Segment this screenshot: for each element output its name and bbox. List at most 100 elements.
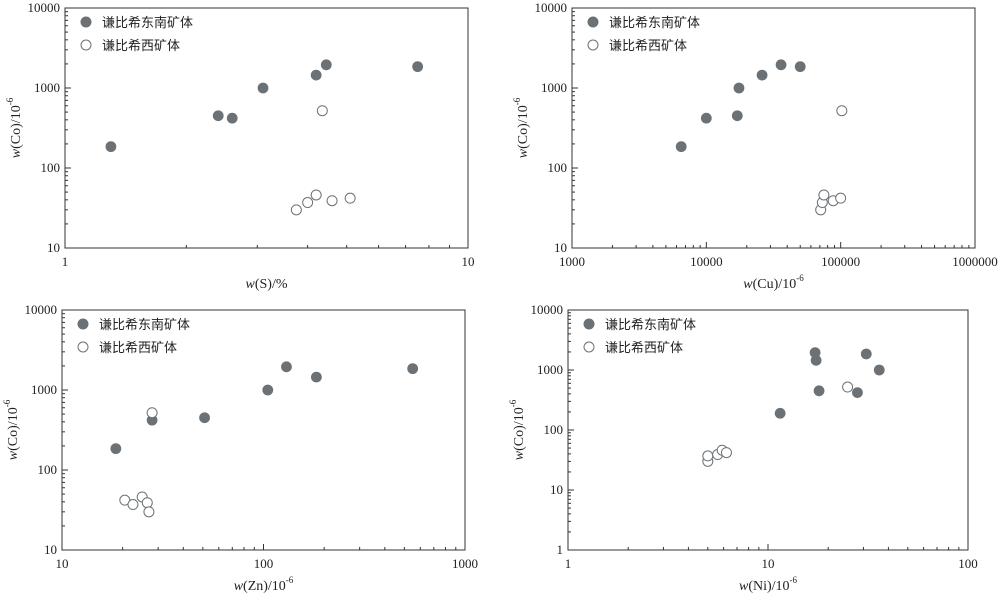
legend-label: 谦比希西矿体 <box>609 39 687 54</box>
y-axis-label: w(Co)/10-6 <box>508 399 527 460</box>
y-tick-label: 100 <box>38 462 58 477</box>
data-point-southeast-orebody <box>756 69 768 81</box>
x-tick-label: 1 <box>565 556 572 571</box>
data-point-west-orebody <box>310 189 322 201</box>
data-point-southeast-orebody <box>810 354 822 366</box>
legend-label: 谦比希西矿体 <box>102 39 180 54</box>
data-point-southeast-orebody <box>794 61 806 73</box>
data-point-southeast-orebody <box>407 363 419 375</box>
y-tick-label: 100 <box>548 160 568 175</box>
data-point-west-orebody <box>146 407 158 419</box>
data-point-west-orebody <box>143 506 155 518</box>
x-tick-label: 1 <box>62 254 69 269</box>
data-point-west-orebody <box>326 195 338 207</box>
legend-marker <box>587 16 599 28</box>
data-point-southeast-orebody <box>212 110 224 122</box>
legend-marker <box>77 341 89 353</box>
data-point-west-orebody <box>316 105 328 117</box>
data-point-southeast-orebody <box>257 82 269 94</box>
data-point-west-orebody <box>835 192 847 204</box>
chart-panel-2: 1000 10000 100000 1000000 10 100 1000 10000 w(Cu… <box>512 0 998 292</box>
x-tick-label: 100 <box>254 556 274 571</box>
data-point-southeast-orebody <box>105 141 117 153</box>
data-point-west-orebody <box>141 497 153 509</box>
y-axis-label: w(Co)/10-6 <box>5 97 24 158</box>
chart-panel-1: 1 1010100100010000w(S)/%w(Co)/10-6谦比希东南矿体… <box>5 0 475 292</box>
plot-frame <box>64 7 469 249</box>
y-tick-label: 10 <box>47 240 60 255</box>
y-tick-label: 10 <box>554 240 567 255</box>
y-axis-label: w(Co)/10-6 <box>2 399 21 460</box>
x-tick-label: 10000 <box>690 254 723 269</box>
x-tick-label: 10 <box>56 556 69 571</box>
y-tick-label: 10000 <box>531 302 564 317</box>
data-point-southeast-orebody <box>860 348 872 360</box>
data-point-southeast-orebody <box>110 443 122 455</box>
chart-panel-4: 1 10 100 1 10 100 1000 10000 w(Ni)/10-6 w(Co)/10-… <box>508 302 978 594</box>
chart-panel-3: 10 100 1000 10 100 1000 10000 w(Zn)/10-6 w(Co)/1… <box>2 302 478 594</box>
legend-marker <box>583 341 595 353</box>
legend-label: 谦比希东南矿体 <box>605 317 696 333</box>
y-tick-label: 1000 <box>31 382 57 397</box>
data-point-west-orebody <box>720 447 732 459</box>
data-point-west-orebody <box>290 204 302 216</box>
x-tick-label: 1000 <box>452 556 478 571</box>
data-point-southeast-orebody <box>320 59 332 71</box>
legend-marker <box>587 39 599 51</box>
data-point-southeast-orebody <box>774 407 786 419</box>
x-tick-label: 10 <box>462 254 475 269</box>
data-point-southeast-orebody <box>675 141 687 153</box>
data-point-west-orebody <box>127 499 139 511</box>
x-tick-label: 1000 <box>559 254 585 269</box>
y-tick-label: 100 <box>41 160 61 175</box>
data-point-southeast-orebody <box>226 112 238 124</box>
x-axis-label: w(Zn)/10-6 <box>234 575 294 594</box>
data-point-southeast-orebody <box>700 112 712 124</box>
data-point-southeast-orebody <box>262 384 274 396</box>
x-axis-label: w(S)/% <box>245 277 287 292</box>
y-tick-label: 1000 <box>34 80 60 95</box>
x-axis-label: w(Cu)/10-6 <box>743 273 804 292</box>
y-tick-label: 100 <box>544 422 564 437</box>
legend-label: 谦比希西矿体 <box>99 341 177 356</box>
y-tick-label: 10000 <box>535 0 568 15</box>
x-tick-label: 100 <box>958 556 978 571</box>
y-tick-label: 10000 <box>25 302 58 317</box>
x-tick-label: 100000 <box>821 254 860 269</box>
legend-marker <box>80 16 92 28</box>
y-tick-label: 1000 <box>541 80 567 95</box>
legend-marker <box>80 39 92 51</box>
data-point-west-orebody <box>836 105 848 117</box>
data-point-southeast-orebody <box>310 371 322 383</box>
data-point-southeast-orebody <box>733 82 745 94</box>
data-point-southeast-orebody <box>852 387 863 399</box>
data-point-west-orebody <box>818 189 830 201</box>
data-point-southeast-orebody <box>199 412 210 424</box>
y-tick-label: 10 <box>44 542 57 557</box>
data-point-west-orebody <box>842 381 854 393</box>
legend-marker <box>583 318 595 330</box>
data-point-west-orebody <box>302 197 314 209</box>
data-point-west-orebody <box>344 192 356 204</box>
legend-label: 谦比希西矿体 <box>605 341 683 356</box>
data-point-southeast-orebody <box>412 61 424 73</box>
legend-label: 谦比希东南矿体 <box>609 15 700 31</box>
x-tick-label: 10 <box>762 556 775 571</box>
data-point-southeast-orebody <box>873 364 885 376</box>
y-tick-label: 10 <box>550 482 563 497</box>
plot-frame <box>571 7 976 249</box>
data-point-west-orebody <box>702 450 714 462</box>
legend-label: 谦比希东南矿体 <box>99 317 190 333</box>
y-axis-label: w(Co)/10-6 <box>512 97 531 158</box>
y-tick-label: 1000 <box>537 362 563 377</box>
data-point-southeast-orebody <box>310 69 322 81</box>
x-axis-label: w(Ni)/10-6 <box>739 575 798 594</box>
data-point-southeast-orebody <box>731 110 743 122</box>
y-tick-label: 1 <box>557 542 564 557</box>
data-point-southeast-orebody <box>775 59 787 71</box>
legend-marker <box>77 318 89 330</box>
x-tick-label: 1000000 <box>952 254 998 269</box>
data-point-southeast-orebody <box>281 361 292 373</box>
legend-label: 谦比希东南矿体 <box>102 15 193 31</box>
